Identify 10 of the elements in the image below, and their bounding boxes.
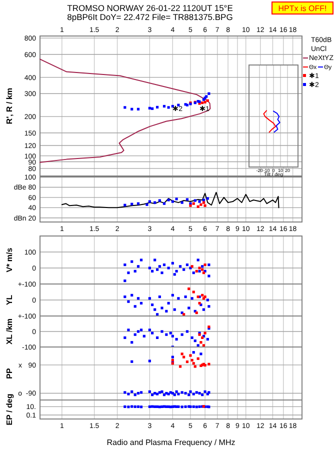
- y-axis-title: R', R / km: [5, 88, 14, 124]
- y-axis-title: V* m/s: [5, 247, 14, 272]
- y-axis-title: PP: [5, 368, 14, 379]
- text: HPTx is OFF!: [278, 4, 327, 13]
- y-axis-title: YL: [5, 294, 14, 306]
- y-axis-title: XL /km: [5, 318, 14, 345]
- y-axis-title: EP / deg: [5, 394, 14, 426]
- chart-title: TROMSO NORWAY 26-01-22 1120UT 15°E: [67, 3, 234, 13]
- x-axis-title: Radio and Plasma Frequency / MHz: [106, 438, 236, 447]
- chart-subtitle: 8pBP6It DoY= 22.472 File= TR881375.BPG: [67, 12, 233, 22]
